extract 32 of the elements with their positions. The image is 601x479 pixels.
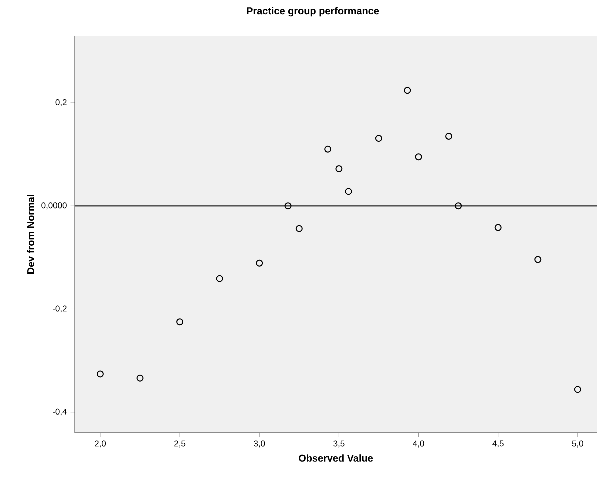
point [284, 202, 292, 210]
x-tick-label: 4,0 [413, 440, 424, 448]
point [336, 166, 343, 172]
point [136, 374, 144, 382]
point [375, 135, 382, 142]
point [176, 318, 184, 326]
point [345, 188, 352, 196]
x-tick-label: 2,5 [174, 440, 186, 448]
point [296, 225, 303, 232]
y-tick-label: 0,0000 [42, 202, 67, 210]
point [216, 275, 224, 282]
y-tick-label: -0,2 [53, 306, 67, 313]
chart-title: Practice group performance [247, 7, 380, 17]
x-axis-title: Observed Value [299, 454, 374, 462]
y-tick-label: -0,4 [53, 408, 67, 416]
point [256, 260, 264, 267]
y-tick-label: 0,2 [56, 100, 67, 107]
point [574, 386, 582, 394]
point [415, 154, 422, 161]
y-axis-title: Dev from Normal [27, 195, 34, 274]
point [324, 146, 332, 153]
point [455, 202, 462, 210]
x-tick-label: 2,0 [95, 440, 106, 448]
x-tick-label: 3,5 [334, 440, 345, 448]
x-tick-label: 5,0 [572, 440, 584, 448]
x-tick-label: 4,5 [492, 440, 504, 448]
x-tick-label: 3,0 [254, 440, 266, 448]
point [494, 224, 502, 232]
point [534, 256, 542, 264]
point [404, 87, 412, 94]
point [96, 370, 104, 378]
point [446, 133, 452, 140]
